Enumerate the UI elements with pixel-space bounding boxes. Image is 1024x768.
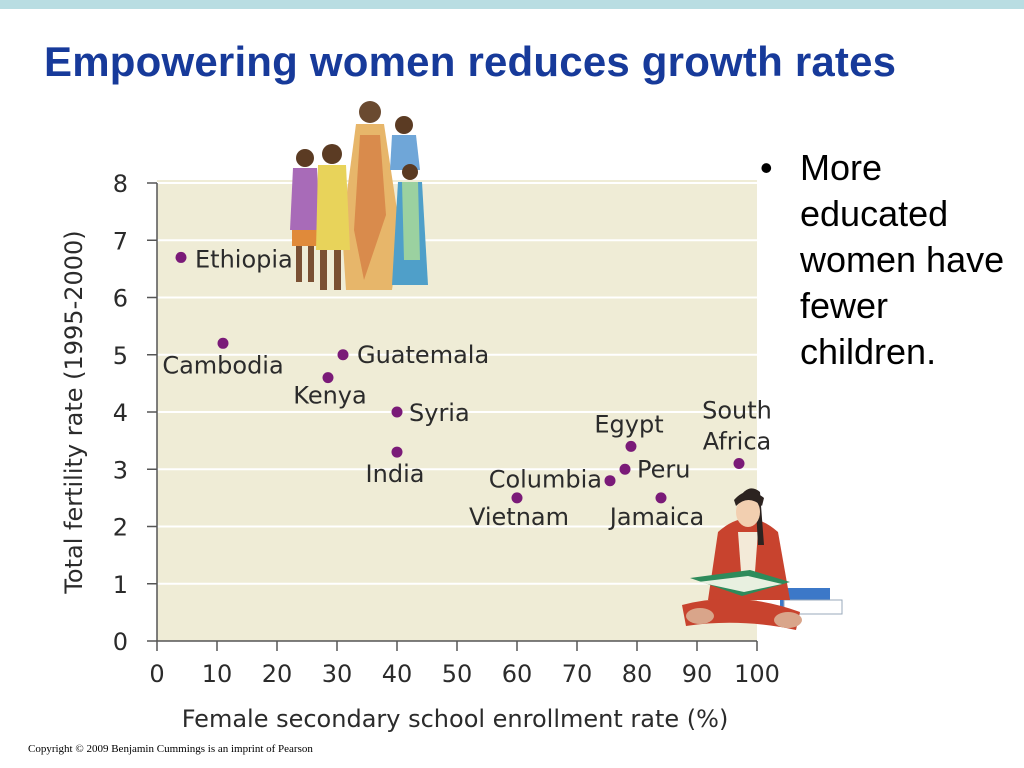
child-figure-middle (316, 144, 350, 290)
x-tick-label: 50 (442, 660, 473, 688)
bullet-item: • More educated women have fewer childre… (758, 145, 1008, 375)
data-point (391, 446, 403, 458)
data-point (625, 440, 637, 452)
point-label: Syria (409, 399, 470, 427)
child-figure-right (390, 116, 428, 285)
point-label: Ethiopia (195, 245, 293, 273)
data-point (604, 475, 616, 487)
point-labels: Ethiopia Cambodia Guatemala Kenya Syria India… (162, 245, 772, 530)
x-tick-label: 0 (149, 660, 164, 688)
gridlines (157, 182, 757, 585)
point-label: Africa (703, 428, 771, 456)
y-tick-label: 6 (113, 285, 128, 313)
x-tick-label: 40 (382, 660, 413, 688)
point-label: India (366, 460, 425, 488)
slide-title: Empowering women reduces growth rates (44, 38, 897, 85)
point-label: Peru (637, 455, 690, 483)
data-point (217, 337, 229, 349)
data-point (511, 492, 523, 504)
y-tick-label: 0 (113, 628, 128, 656)
data-point (391, 406, 403, 418)
point-label: Jamaica (608, 503, 704, 531)
point-label: Columbia (489, 466, 602, 494)
x-axis-label: Female secondary school enrollment rate … (182, 705, 729, 733)
bullet-text: More educated women have fewer children. (800, 147, 1005, 372)
point-label: Vietnam (469, 503, 569, 531)
women-and-children-illustration (290, 101, 428, 290)
x-tick-label: 20 (262, 660, 293, 688)
point-label: Cambodia (162, 351, 283, 379)
data-point (619, 463, 631, 475)
bullet-dot-icon: • (760, 147, 773, 188)
child-figure-left (290, 149, 320, 282)
y-tick-label: 2 (113, 514, 128, 542)
x-tick-label: 100 (734, 660, 780, 688)
point-label: South (702, 397, 772, 425)
y-tick-label: 8 (113, 170, 128, 198)
point-label: Guatemala (357, 341, 489, 369)
y-tick-label: 7 (113, 227, 128, 255)
y-tick-label: 5 (113, 342, 128, 370)
x-tick-labels: 0 10 20 30 40 50 60 70 80 90 100 (149, 660, 780, 688)
x-tick-label: 10 (202, 660, 233, 688)
data-point (175, 251, 187, 263)
x-tick-label: 30 (322, 660, 353, 688)
y-tick-label: 1 (113, 571, 128, 599)
woman-figure (342, 101, 400, 290)
top-accent-band (0, 0, 1024, 9)
y-tick-labels: 0 1 2 3 4 5 6 7 8 (113, 170, 128, 656)
x-tick-label: 90 (682, 660, 713, 688)
point-label: Kenya (293, 382, 366, 410)
x-tick-label: 70 (562, 660, 593, 688)
y-tick-label: 3 (113, 456, 128, 484)
y-tick-label: 4 (113, 399, 128, 427)
girl-reading-book-illustration (682, 488, 843, 630)
data-point (322, 372, 334, 384)
axis-ticks (147, 182, 758, 651)
data-points (175, 251, 745, 504)
point-label: Egypt (594, 410, 663, 438)
data-point (655, 492, 667, 504)
x-tick-label: 60 (502, 660, 533, 688)
data-point (337, 349, 349, 361)
x-tick-label: 80 (622, 660, 653, 688)
bullet-list: • More educated women have fewer childre… (758, 145, 1008, 375)
plot-background (157, 180, 757, 641)
data-point (733, 458, 745, 470)
y-axis-label: Total fertility rate (1995-2000) (60, 230, 88, 594)
copyright-notice: Copyright © 2009 Benjamin Cummings is an… (28, 743, 313, 755)
